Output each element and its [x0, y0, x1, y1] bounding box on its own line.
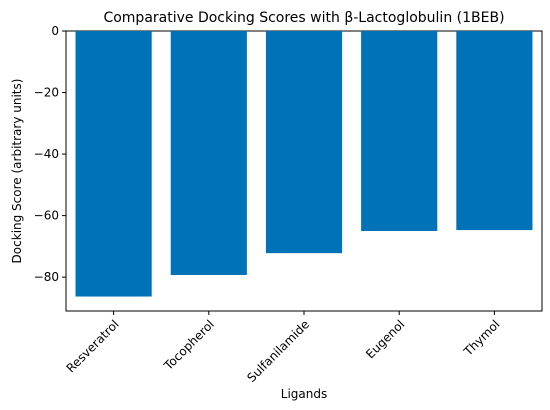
plot-area: [65, 30, 543, 312]
y-tick-label: −80: [34, 270, 59, 284]
y-tick-label: −60: [34, 209, 59, 223]
chart-title: Comparative Docking Scores with β-Lactog…: [103, 10, 504, 26]
x-tick-label: Tocopherol: [161, 317, 217, 373]
x-tick-label: Sulfanilamide: [244, 317, 312, 385]
bar-eugenol: [361, 31, 438, 231]
x-axis: Resveratrol Tocopherol Sulfanilamide Eugeno…: [64, 311, 503, 385]
bar-sulfanilamide: [265, 31, 343, 254]
y-tick-label: −40: [34, 147, 59, 161]
bar-thymol: [456, 31, 533, 231]
bars: [75, 31, 533, 297]
y-axis: 0 −20 −40 −60 −80: [34, 24, 66, 284]
y-tick-label: −20: [34, 86, 59, 100]
x-tick-label: Thymol: [461, 317, 503, 359]
bar-tocopherol: [170, 31, 247, 275]
x-tick-label: Resveratrol: [64, 317, 122, 375]
y-axis-label: Docking Score (arbitrary units): [10, 79, 24, 264]
x-axis-label: Ligands: [281, 387, 327, 401]
bar-resveratrol: [75, 31, 152, 297]
y-tick-label: 0: [51, 24, 59, 38]
x-tick-label: Eugenol: [363, 317, 407, 361]
